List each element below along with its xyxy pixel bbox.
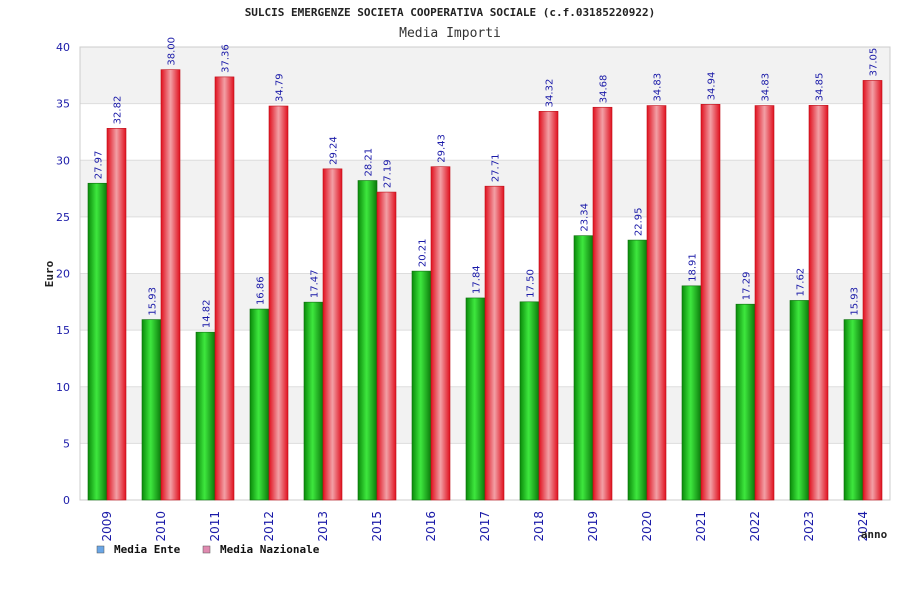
x-tick-label: 2012 xyxy=(262,511,276,542)
data-label: 27.71 xyxy=(491,154,502,183)
bar-media-ente xyxy=(411,270,432,501)
data-label: 28.21 xyxy=(364,148,375,177)
data-label: 23.34 xyxy=(580,203,591,232)
y-tick-label: 25 xyxy=(56,211,70,224)
bar-media-nazionale xyxy=(700,104,721,501)
bar-media-ente xyxy=(681,285,702,501)
bar-media-ente xyxy=(195,331,216,501)
data-label: 34.68 xyxy=(599,75,610,104)
data-label: 34.94 xyxy=(707,72,718,101)
y-axis-label: Euro xyxy=(43,260,56,287)
bar-media-ente xyxy=(357,180,378,501)
y-tick-label: 0 xyxy=(63,494,70,507)
data-label: 29.43 xyxy=(437,134,448,163)
x-tick-label: 2020 xyxy=(640,511,654,542)
data-label: 18.91 xyxy=(688,253,699,282)
data-label: 15.93 xyxy=(850,287,861,316)
bars xyxy=(87,69,883,501)
x-tick-label: 2010 xyxy=(154,511,168,542)
bar-media-ente xyxy=(519,301,540,501)
x-tick-label: 2009 xyxy=(100,511,114,542)
data-label: 32.82 xyxy=(113,96,124,125)
bar-media-nazionale xyxy=(538,111,559,501)
bar-media-nazionale xyxy=(754,105,775,501)
data-label: 34.79 xyxy=(275,73,286,102)
y-tick-label: 20 xyxy=(56,268,70,281)
x-tick-label: 2024 xyxy=(856,511,870,542)
axes: 0 5 10 15 20 25 30 35 40 2009 2010 2011 2012 2013 2015… xyxy=(56,41,891,542)
bar-media-ente xyxy=(627,239,648,501)
bar-media-nazionale xyxy=(268,105,289,501)
bar-media-ente xyxy=(573,235,594,501)
y-tick-label: 30 xyxy=(56,154,70,167)
bar-media-nazionale xyxy=(484,185,505,501)
bar-media-ente xyxy=(789,300,810,501)
bar-media-nazionale xyxy=(430,166,451,501)
bar-media-ente xyxy=(303,301,324,501)
data-label: 17.47 xyxy=(310,270,321,299)
data-label: 17.62 xyxy=(796,268,807,297)
legend-label-media-ente: Media Ente xyxy=(114,543,181,556)
data-label: 14.82 xyxy=(202,300,213,329)
data-label: 22.95 xyxy=(634,207,645,236)
data-label: 34.83 xyxy=(653,73,664,102)
x-tick-label: 2013 xyxy=(316,511,330,542)
bar-media-nazionale xyxy=(106,128,127,501)
bar-media-ente xyxy=(465,297,486,501)
x-tick-label: 2015 xyxy=(370,511,384,542)
legend-swatch-media-nazionale xyxy=(202,545,211,554)
bar-media-ente xyxy=(249,308,270,501)
bar-media-nazionale xyxy=(214,76,235,501)
x-tick-label: 2022 xyxy=(748,511,762,542)
x-tick-label: 2018 xyxy=(532,511,546,542)
data-label: 15.93 xyxy=(148,287,159,316)
data-label: 16.86 xyxy=(256,276,267,305)
data-label: 17.50 xyxy=(526,269,537,298)
data-label: 34.85 xyxy=(815,73,826,102)
legend-swatch-media-ente xyxy=(96,545,105,554)
bar-media-nazionale xyxy=(376,191,397,501)
x-tick-label: 2017 xyxy=(478,511,492,542)
data-label: 17.84 xyxy=(472,265,483,294)
x-tick-label: 2023 xyxy=(802,511,816,542)
data-label: 37.05 xyxy=(869,48,880,77)
y-tick-label: 5 xyxy=(63,437,70,450)
bar-media-nazionale xyxy=(592,106,613,501)
data-label: 37.36 xyxy=(221,44,232,73)
legend: Media Ente Media Nazionale xyxy=(96,543,320,556)
data-label: 38.00 xyxy=(167,37,178,66)
x-tick-label: 2016 xyxy=(424,511,438,542)
x-tick-label: 2019 xyxy=(586,511,600,542)
bar-media-nazionale xyxy=(160,69,181,501)
bar-media-nazionale xyxy=(646,105,667,501)
bar-media-nazionale xyxy=(322,168,343,501)
x-tick-label: 2011 xyxy=(208,511,222,542)
y-tick-label: 40 xyxy=(56,41,70,54)
data-label: 27.97 xyxy=(94,151,105,180)
data-label: 34.32 xyxy=(545,79,556,108)
x-tick-label: 2021 xyxy=(694,511,708,542)
y-tick-label: 35 xyxy=(56,98,70,111)
bar-media-ente xyxy=(141,319,162,501)
data-label: 34.83 xyxy=(761,73,772,102)
bar-media-nazionale xyxy=(808,105,829,501)
data-label: 20.21 xyxy=(418,238,429,267)
legend-label-media-nazionale: Media Nazionale xyxy=(220,543,320,556)
chart-title: SULCIS EMERGENZE SOCIETA COOPERATIVA SOC… xyxy=(245,6,656,19)
chart-subtitle: Media Importi xyxy=(399,26,501,41)
bar-media-nazionale xyxy=(862,80,883,501)
y-tick-label: 15 xyxy=(56,324,70,337)
bar-media-ente xyxy=(87,182,108,501)
data-labels: 27.97 32.82 15.93 38.00 14.82 37.36 16.86 34.79… xyxy=(94,37,880,328)
y-tick-label: 10 xyxy=(56,381,70,394)
bar-media-ente xyxy=(735,303,756,501)
bar-media-ente xyxy=(843,319,864,501)
data-label: 29.24 xyxy=(329,136,340,165)
data-label: 17.29 xyxy=(742,272,753,301)
data-label: 27.19 xyxy=(383,159,394,188)
x-axis-label: anno xyxy=(861,528,888,541)
